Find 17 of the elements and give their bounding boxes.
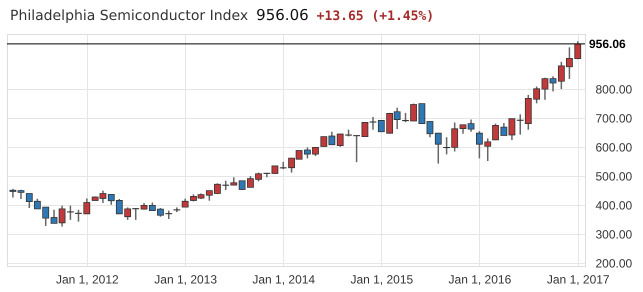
text: 956.06 — [256, 6, 309, 24]
y-tick-label: 300.00 — [596, 228, 633, 242]
x-tick-label: Jan 1, 2015 — [350, 272, 414, 286]
y-tick-label: 700.00 — [596, 112, 633, 126]
chart-title: Philadelphia Semiconductor Index — [10, 8, 248, 24]
x-tick-label: Jan 1, 2016 — [448, 272, 512, 286]
x-tick-label: Jan 1, 2014 — [252, 272, 316, 286]
y-tick-label: 500.00 — [596, 170, 633, 184]
x-tick-label: Jan 1, 2017 — [546, 272, 610, 286]
y-tick-label: 200.00 — [596, 256, 633, 271]
y-tick-label: 400.00 — [596, 198, 633, 213]
x-tick-label: Jan 1, 2012 — [56, 272, 119, 286]
y-tick-label: 600.00 — [596, 140, 633, 155]
text: +13.65 (+1.45%) — [316, 9, 434, 24]
ref-line-label: 956.06 — [589, 36, 626, 51]
x-tick-label: Jan 1, 2013 — [154, 272, 218, 286]
y-tick-label: 800.00 — [596, 82, 633, 97]
